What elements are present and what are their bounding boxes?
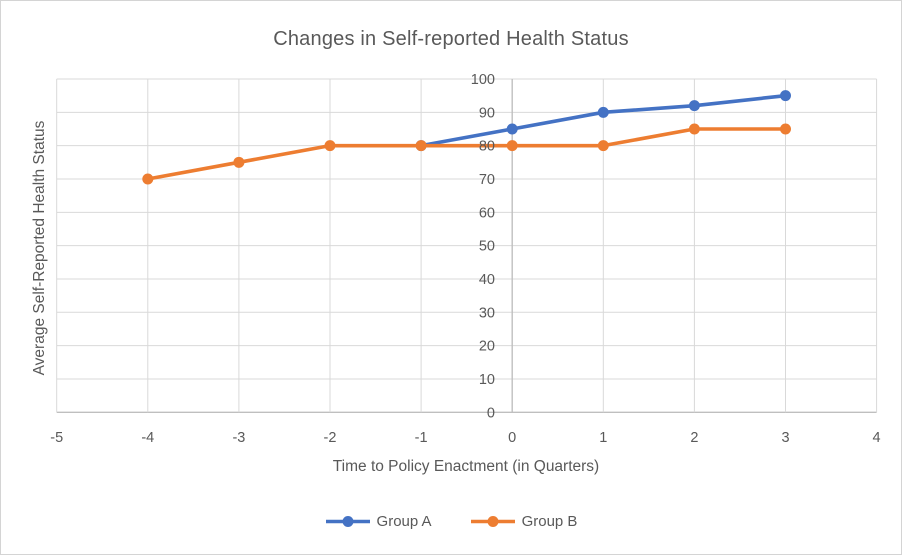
y-tick-label: 50 bbox=[479, 239, 495, 255]
legend-item-group-b: Group B bbox=[470, 513, 578, 530]
x-tick-label: -3 bbox=[232, 430, 245, 446]
legend-line-marker-icon bbox=[325, 516, 370, 527]
y-tick-label: 60 bbox=[479, 205, 495, 221]
x-tick-label: 2 bbox=[690, 430, 698, 446]
x-tick-label: 1 bbox=[599, 430, 607, 446]
x-axis-title: Time to Policy Enactment (in Quarters) bbox=[332, 458, 600, 475]
y-tick-label: 10 bbox=[479, 372, 495, 388]
y-tick-label: 40 bbox=[479, 272, 495, 288]
data-point-group-b bbox=[780, 123, 791, 135]
data-point-group-a bbox=[597, 106, 609, 118]
y-tick-label: 30 bbox=[479, 305, 495, 321]
series-line-group-b bbox=[146, 127, 788, 181]
data-point-group-b bbox=[324, 140, 336, 152]
x-tick-label: 0 bbox=[508, 430, 516, 446]
x-tick-label: -1 bbox=[415, 430, 428, 446]
data-point-group-a bbox=[688, 100, 700, 112]
x-tick-label: -2 bbox=[324, 430, 337, 446]
data-point-group-b bbox=[597, 140, 609, 152]
legend-item-label: Group B bbox=[521, 513, 578, 530]
y-tick-label: 100 bbox=[471, 72, 495, 88]
data-point-group-b bbox=[688, 123, 700, 135]
y-tick-label: 0 bbox=[487, 405, 495, 421]
data-point-group-b bbox=[142, 173, 154, 185]
x-tick-label: 4 bbox=[873, 430, 881, 446]
y-tick-label: 90 bbox=[479, 105, 495, 121]
legend-item-label: Group A bbox=[376, 513, 432, 530]
y-tick-label: 20 bbox=[479, 339, 495, 355]
x-tick-label: 3 bbox=[781, 430, 789, 446]
chart-title: Changes in Self-reported Health Status bbox=[273, 28, 629, 50]
data-point-group-a bbox=[780, 90, 791, 102]
x-tick-label: -4 bbox=[141, 430, 154, 446]
legend: Group A Group B bbox=[1, 513, 901, 530]
y-tick-label: 80 bbox=[479, 139, 495, 155]
legend-line-marker-icon bbox=[470, 516, 515, 527]
legend-item-group-a: Group A bbox=[325, 513, 432, 530]
data-point-group-a bbox=[506, 123, 518, 135]
y-tick-label: 70 bbox=[479, 172, 495, 188]
data-point-group-b bbox=[233, 156, 245, 168]
x-tick-label: -5 bbox=[50, 430, 63, 446]
data-point-group-b bbox=[415, 140, 427, 152]
data-point-group-b bbox=[506, 140, 518, 152]
